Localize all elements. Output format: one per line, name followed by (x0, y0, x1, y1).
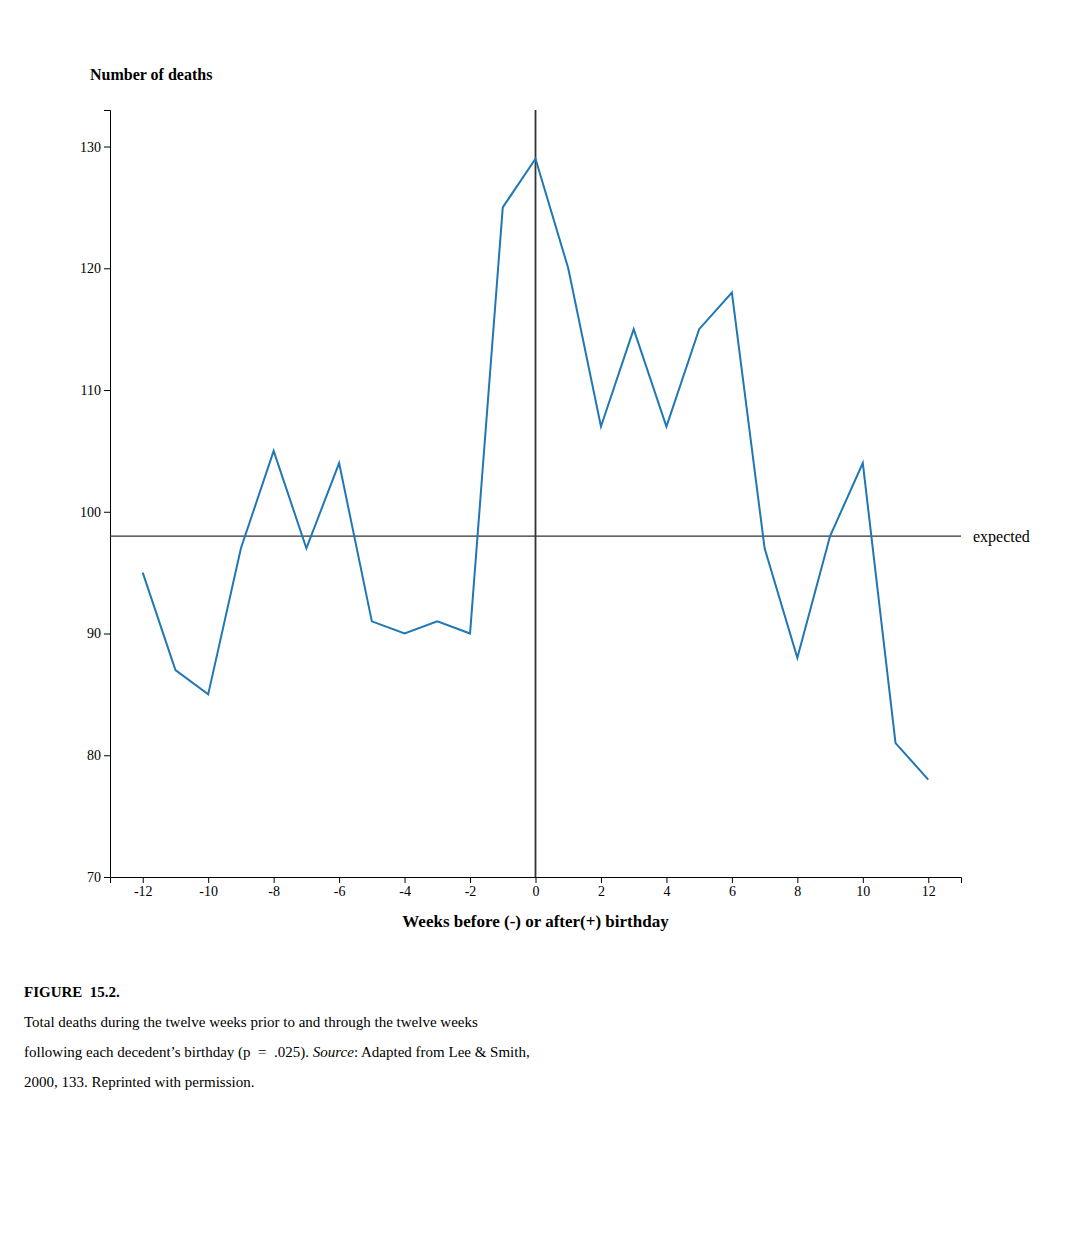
tick-label: -10 (199, 884, 218, 899)
tick-label: 70 (87, 870, 101, 885)
tick-mark (104, 390, 110, 391)
tick: -2 (465, 877, 477, 899)
tick: 12 (922, 877, 936, 899)
tick-label: -12 (134, 884, 153, 899)
tick: 0 (533, 877, 540, 899)
annotation: expected (973, 528, 1030, 546)
tick-mark (536, 877, 537, 883)
caption-text: : Adapted from Lee & Smith, (354, 1044, 530, 1060)
tick-label: -6 (334, 884, 346, 899)
tick-mark (104, 147, 110, 148)
tick-label: 110 (81, 383, 101, 398)
tick-label: -8 (268, 884, 280, 899)
tick-mark (208, 877, 209, 883)
axis-line (111, 878, 962, 884)
tick-mark (797, 877, 798, 883)
tick-label: 0 (533, 884, 540, 899)
tick-label: 12 (922, 884, 936, 899)
tick-label: -4 (399, 884, 411, 899)
plot: -12 -10 -8 -6 -4 -2 0 2 4 6 8 10 12 70 80 90 100 110 120 13… (80, 66, 1030, 931)
tick-mark (274, 877, 275, 883)
tick-label: 90 (87, 626, 101, 641)
caption-text: 2000, 133. Reprinted with permission. (24, 1074, 254, 1090)
tick-label: -2 (465, 884, 477, 899)
tick: 100 (80, 505, 110, 520)
data-layer (110, 110, 961, 877)
chart: -12 -10 -8 -6 -4 -2 0 2 4 6 8 10 12 70 80 90 100 110 120 13… (0, 0, 1091, 1237)
tick-mark (104, 877, 110, 878)
tick: -6 (334, 877, 346, 899)
tick: -10 (199, 877, 218, 899)
caption-label: FIGURE 15.2. (24, 984, 120, 1000)
tick: 110 (81, 383, 110, 398)
tick-label: 4 (663, 884, 670, 899)
y-axis: 70 80 90 100 110 120 130 (80, 111, 111, 885)
x-axis-label: Weeks before (-) or after(+) birthday (402, 912, 669, 931)
tick-mark (104, 634, 110, 635)
caption-text: Total deaths during the twelve weeks pri… (24, 1014, 478, 1030)
tick: -4 (399, 877, 411, 899)
tick: -12 (134, 877, 153, 899)
caption-line: Total deaths during the twelve weeks pri… (24, 1014, 478, 1030)
caption-line: 2000, 133. Reprinted with permission. (24, 1074, 254, 1090)
tick-label: 80 (87, 748, 101, 763)
tick-label: 120 (80, 261, 101, 276)
tick-mark (104, 755, 110, 756)
tick: 2 (598, 877, 605, 899)
tick: 8 (794, 877, 801, 899)
tick-label: 8 (794, 884, 801, 899)
tick-mark (928, 877, 929, 883)
x-axis: -12 -10 -8 -6 -4 -2 0 2 4 6 8 10 12 (111, 877, 962, 899)
tick: 90 (87, 626, 110, 641)
tick: 6 (729, 877, 736, 899)
axis-line (104, 111, 111, 878)
tick-mark (339, 877, 340, 883)
tick-mark (601, 877, 602, 883)
tick-label: 2 (598, 884, 605, 899)
caption-line: following each decedent’s birthday (p = … (24, 1044, 530, 1061)
tick-mark (143, 877, 144, 883)
tick-label: 10 (856, 884, 870, 899)
y-axis-label: Number of deaths (90, 66, 212, 83)
tick: 4 (663, 877, 670, 899)
tick: 70 (87, 870, 110, 885)
tick: 130 (80, 140, 110, 155)
data-line (143, 159, 929, 780)
tick-mark (666, 877, 667, 883)
tick-label: 130 (80, 140, 101, 155)
tick-mark (732, 877, 733, 883)
tick: 80 (87, 748, 110, 763)
tick-mark (104, 512, 110, 513)
tick: 120 (80, 261, 110, 276)
caption-text: following each decedent’s birthday (p = … (24, 1044, 313, 1061)
tick-label: 100 (80, 505, 101, 520)
tick-mark (104, 268, 110, 269)
tick-mark (405, 877, 406, 883)
tick: 10 (856, 877, 870, 899)
tick-mark (863, 877, 864, 883)
birthday-line (535, 110, 537, 877)
tick-label: 6 (729, 884, 736, 899)
tick: -8 (268, 877, 280, 899)
caption-text: Source (313, 1044, 354, 1060)
tick-mark (470, 877, 471, 883)
